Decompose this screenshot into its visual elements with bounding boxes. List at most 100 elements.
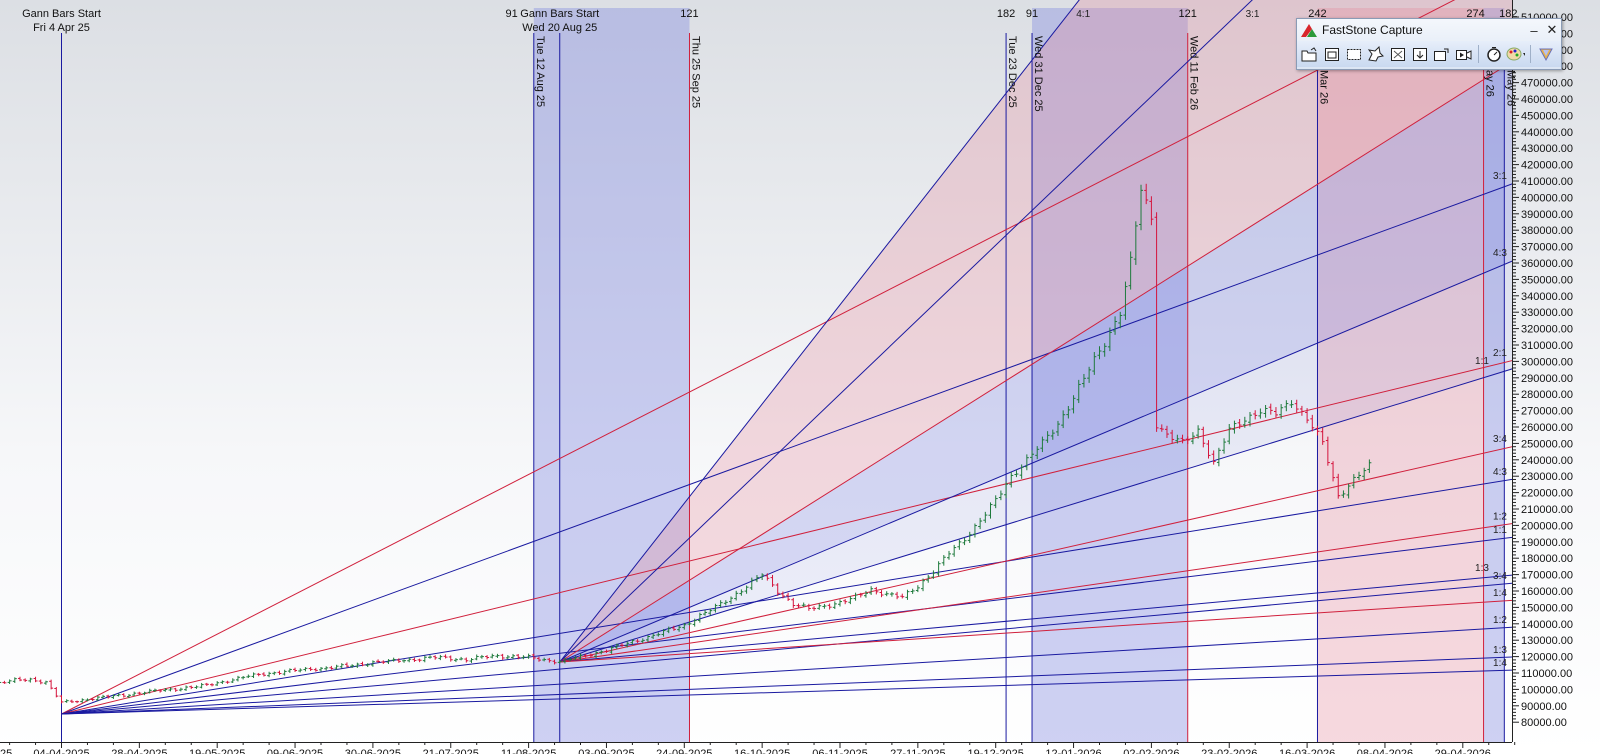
time-marker-label: ay 26 [1484, 70, 1496, 97]
price-tick-label: 320000.00 [1521, 324, 1573, 336]
ohlc-bar [998, 490, 1003, 501]
ohlc-bar [469, 658, 474, 663]
timer-icon[interactable] [1484, 45, 1503, 64]
ohlc-bar [1325, 436, 1330, 466]
gann-fan-line [559, 599, 1512, 663]
price-tick-label: 280000.00 [1521, 389, 1573, 401]
ohlc-bar [272, 671, 277, 676]
ohlc-bar [7, 679, 12, 684]
date-tick-label: 09-06-2025 [267, 748, 323, 754]
gann-fan-line [559, 523, 1512, 663]
gann-fan-line [559, 368, 1512, 663]
open-icon[interactable] [1300, 45, 1319, 64]
ohlc-bar [1102, 343, 1107, 357]
faststone-capture-window[interactable]: FastStone Capture – ✕ [1296, 18, 1562, 70]
date-axis[interactable]: 04-04-2025 28-04-2025 19-05-2025 09-06-2025… [0, 742, 1516, 754]
ohlc-bar [1299, 405, 1304, 416]
ohlc-bar [765, 573, 770, 581]
ohlc-bar [978, 517, 983, 530]
price-tick-label: 360000.00 [1521, 258, 1573, 270]
ohlc-bar [365, 663, 370, 668]
ohlc-bar [900, 593, 905, 599]
price-tick-label: 290000.00 [1521, 373, 1573, 385]
ohlc-bar [17, 676, 22, 682]
capture-window-icon[interactable] [1322, 45, 1341, 64]
fan-ratio-label: 3:1 [1493, 171, 1507, 182]
price-tick-label: 90000.00 [1521, 701, 1567, 713]
capture-fixed-region-icon[interactable] [1432, 45, 1451, 64]
price-tick-label: 250000.00 [1521, 438, 1573, 450]
ohlc-bar [464, 657, 469, 663]
ohlc-bar [1175, 434, 1180, 444]
ohlc-bar [656, 632, 661, 637]
ohlc-bar [12, 677, 17, 683]
ohlc-bar [552, 659, 557, 665]
capture-freehand-icon[interactable] [1366, 45, 1385, 64]
ohlc-bar [1035, 446, 1040, 460]
date-tick-label: 04-04-2025 [33, 748, 89, 754]
ohlc-bar [313, 667, 318, 672]
ohlc-bar [562, 657, 567, 664]
price-tick-label: 120000.00 [1521, 652, 1573, 664]
ohlc-bar [1190, 432, 1195, 445]
fan-ratio-label: 2:1 [1493, 348, 1507, 359]
price-tick-label: 200000.00 [1521, 520, 1573, 532]
chart-labels: Gann Bars Start Fri 4 Apr 25 Gann Bars Sta… [22, 8, 1517, 669]
date-tick-label: 16-10-2025 [734, 748, 790, 754]
ohlc-bar [319, 666, 323, 672]
gann-fan-line [61, 626, 1512, 715]
ohlc-bar [941, 555, 946, 566]
ohlc-bar [303, 667, 308, 672]
capture-title: FastStone Capture [1322, 23, 1423, 37]
ohlc-bar [293, 667, 298, 672]
ohlc-bar [1242, 416, 1247, 428]
ohlc-bar [848, 596, 853, 605]
gann-fan-line [61, 582, 1512, 715]
ohlc-bar [334, 664, 339, 670]
screen-record-icon[interactable] [1454, 45, 1473, 64]
ohlc-bar [734, 590, 739, 601]
price-tick-label: 410000.00 [1521, 176, 1573, 188]
time-marker-label: Tue 12 Aug 25 [534, 36, 546, 107]
gann-fan-line [61, 183, 1512, 715]
price-tick-label: 330000.00 [1521, 307, 1573, 319]
ohlc-bar [422, 655, 427, 663]
price-tick-label: 230000.00 [1521, 471, 1573, 483]
ohlc-bar [599, 650, 604, 655]
fan-ratio-label: 1:2 [1493, 615, 1507, 626]
time-marker-label: Mar 26 [1317, 70, 1329, 104]
ohlc-bar [448, 655, 453, 662]
close-button[interactable]: ✕ [1546, 22, 1558, 37]
ohlc-bar [614, 643, 619, 650]
ohlc-bar [988, 502, 993, 519]
ohlc-bar [204, 682, 209, 686]
price-tick-label: 470000.00 [1521, 78, 1573, 90]
price-tick-label: 180000.00 [1521, 553, 1573, 565]
ohlc-bar [350, 664, 355, 668]
ohlc-bar [806, 603, 811, 611]
ohlc-bar [23, 678, 28, 682]
price-tick-label: 190000.00 [1521, 537, 1573, 549]
ohlc-bar [210, 683, 215, 687]
fan-ratio-label: 1:4 [1493, 658, 1507, 669]
capture-rectangle-icon[interactable] [1344, 45, 1363, 64]
ohlc-bar [106, 694, 111, 699]
settings-icon[interactable] [1536, 45, 1555, 64]
capture-fullscreen-icon[interactable] [1388, 45, 1407, 64]
ohlc-bar [54, 686, 59, 698]
minimize-button[interactable]: – [1530, 22, 1538, 38]
ohlc-bar [116, 693, 121, 697]
ohlc-bar [407, 657, 412, 663]
capture-scrolling-icon[interactable] [1410, 45, 1429, 64]
capture-title-bar[interactable]: FastStone Capture – ✕ [1297, 19, 1561, 41]
time-marker-label: May 26 [1504, 70, 1516, 106]
ohlc-bar [1310, 414, 1315, 432]
color-palette-icon[interactable] [1506, 45, 1525, 64]
ohlc-bar [1227, 423, 1232, 445]
ohlc-bar [760, 573, 765, 580]
price-tick-label: 110000.00 [1521, 668, 1572, 680]
ohlc-bar [1128, 251, 1133, 290]
fan-ratio-label: 1:4 [1493, 588, 1507, 599]
ohlc-bar [1305, 408, 1310, 424]
